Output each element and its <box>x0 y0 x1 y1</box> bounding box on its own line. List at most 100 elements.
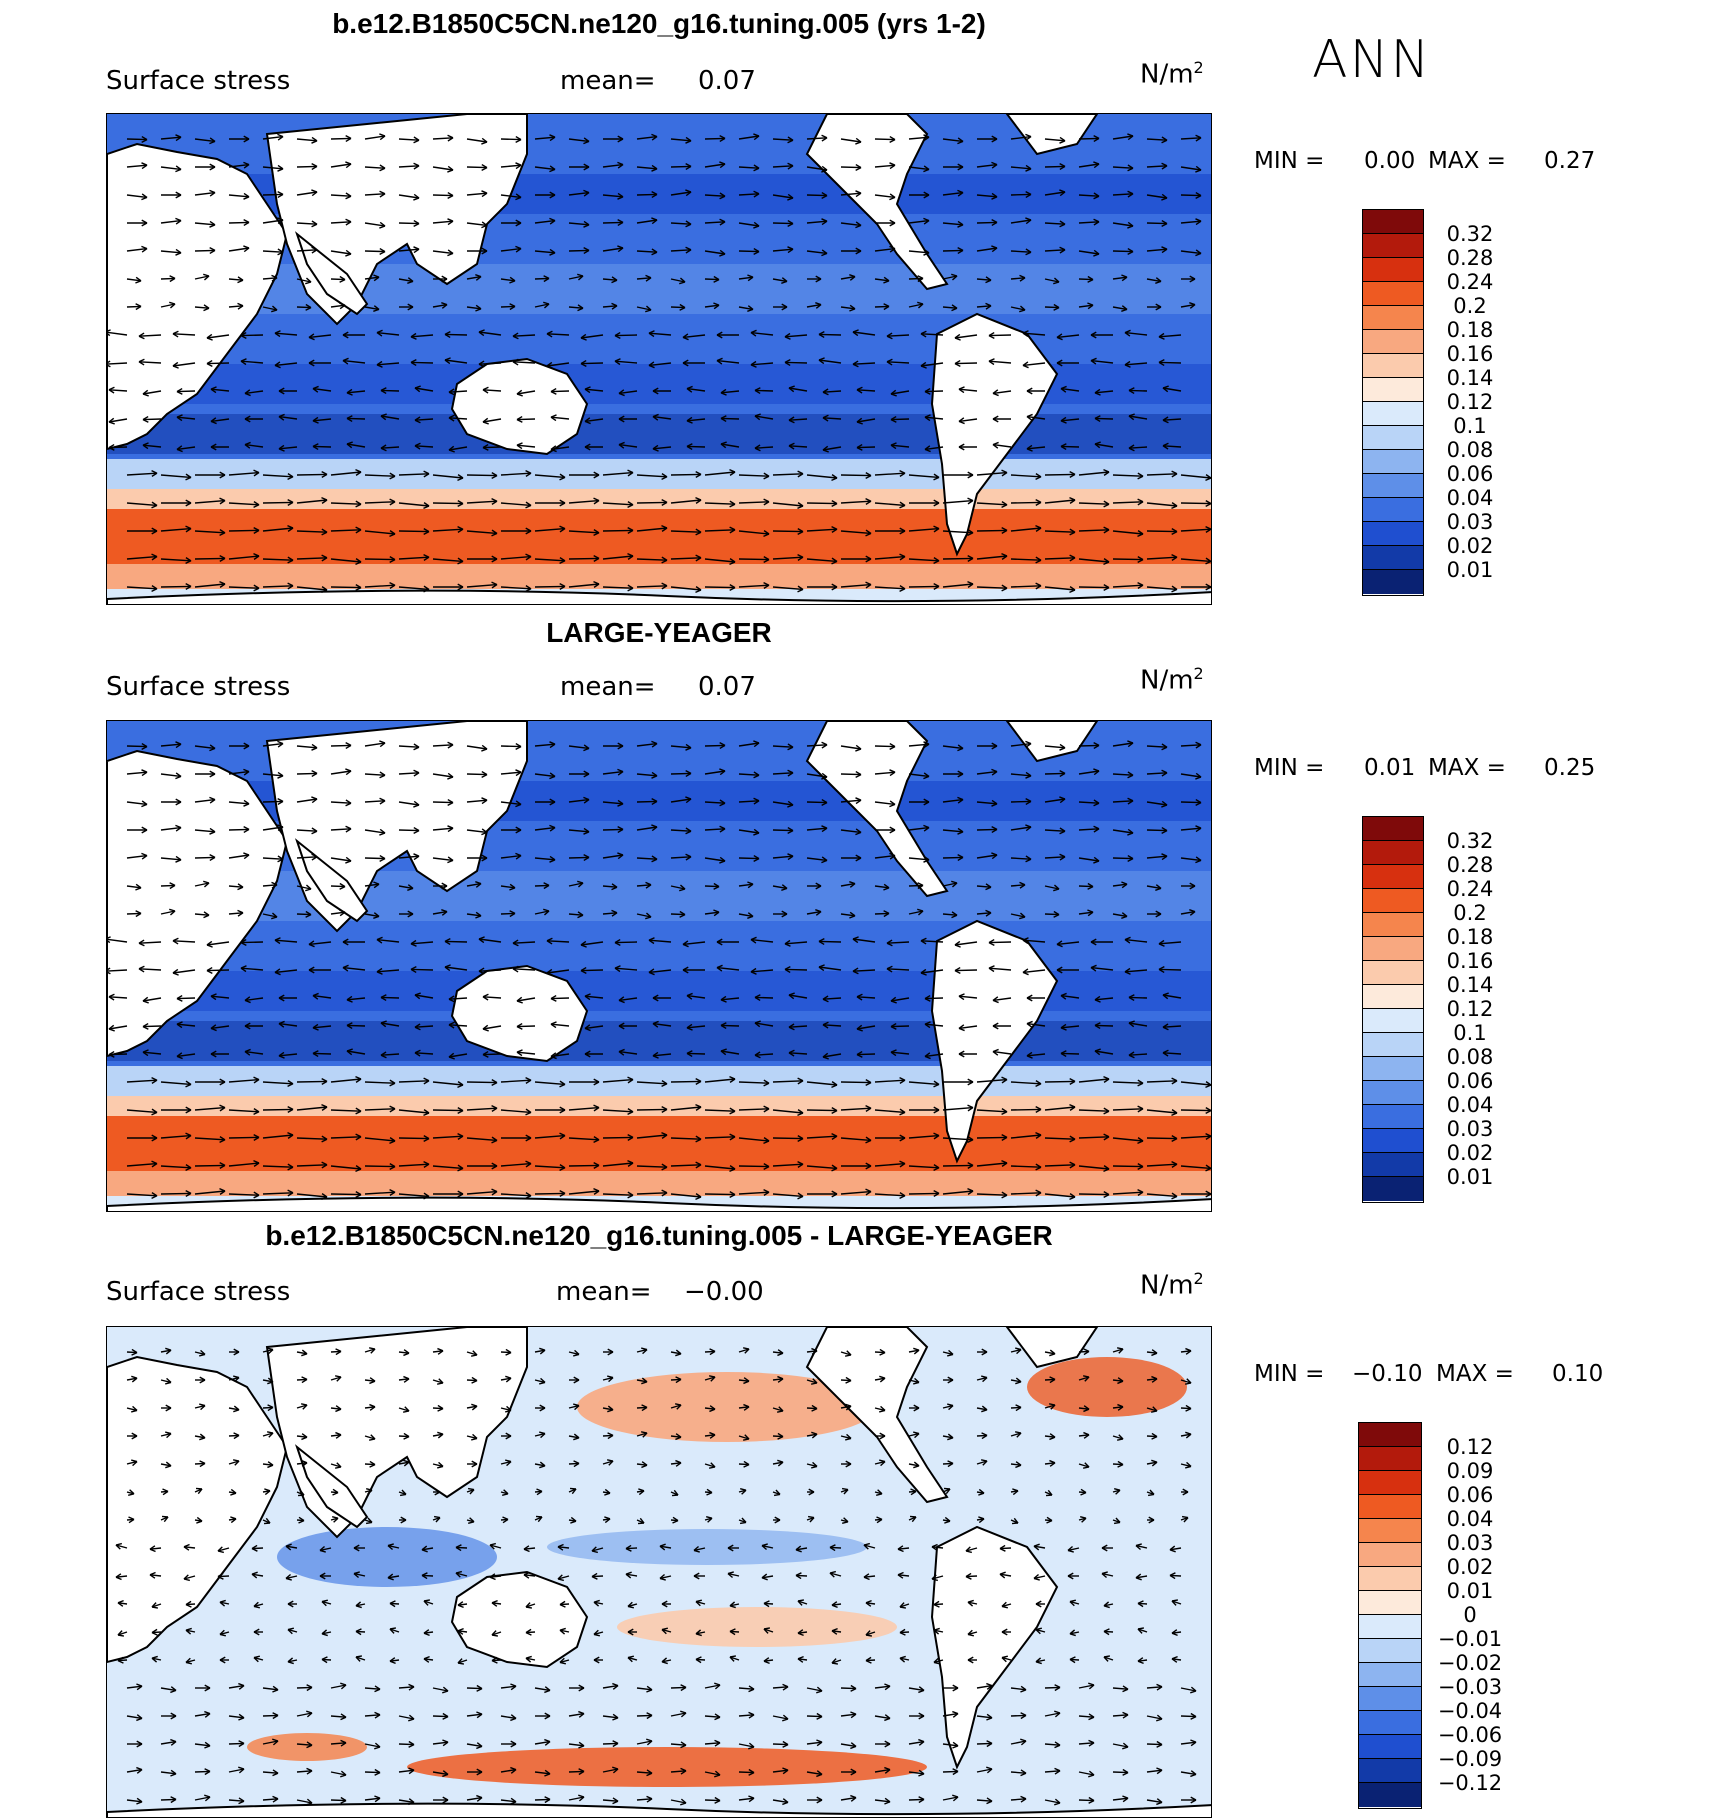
map-field <box>107 114 1212 605</box>
colorbar-swatch <box>1363 1153 1423 1177</box>
stress-map <box>106 720 1212 1212</box>
colorbar-label: 0.24 <box>1430 877 1510 901</box>
colorbar-swatch <box>1359 1447 1421 1471</box>
stress-map <box>106 113 1212 605</box>
colorbar-label: 0.08 <box>1430 438 1510 462</box>
colorbar-label: −0.03 <box>1430 1675 1510 1699</box>
mean-value: 0.07 <box>698 66 756 96</box>
colorbar-swatch <box>1363 498 1423 522</box>
max-value: 0.10 <box>1552 1361 1603 1387</box>
colorbar-swatch <box>1359 1615 1421 1639</box>
mean-label: mean= <box>556 1277 652 1307</box>
colorbar-swatch <box>1363 354 1423 378</box>
colorbar-swatch <box>1359 1759 1421 1783</box>
colorbar-label: 0.09 <box>1430 1459 1510 1483</box>
colorbar-label: 0.08 <box>1430 1045 1510 1069</box>
colorbar-swatch <box>1359 1423 1421 1447</box>
min-value: −0.10 <box>1352 1361 1422 1387</box>
colorbar-label: 0.24 <box>1430 270 1510 294</box>
colorbar-swatch <box>1363 570 1423 594</box>
min-value: 0.00 <box>1364 148 1415 174</box>
mean-value: −0.00 <box>684 1277 764 1307</box>
colorbar-label: 0 <box>1430 1603 1510 1627</box>
max-value: 0.25 <box>1544 755 1595 781</box>
colorbar-label: 0.12 <box>1430 997 1510 1021</box>
colorbar-swatch <box>1363 985 1423 1009</box>
units-label: N/m2 <box>1140 58 1204 90</box>
colorbar-label: 0.06 <box>1430 462 1510 486</box>
panel-title: b.e12.B1850C5CN.ne120_g16.tuning.005 - L… <box>106 1220 1212 1252</box>
colorbar-label: 0.04 <box>1430 486 1510 510</box>
min-label: MIN = <box>1254 148 1324 174</box>
colorbar-swatch <box>1363 210 1423 234</box>
colorbar-label: −0.12 <box>1430 1771 1510 1795</box>
colorbar-swatch <box>1363 961 1423 985</box>
min-label: MIN = <box>1254 755 1324 781</box>
mean-value: 0.07 <box>698 672 756 702</box>
colorbar-label: 0.12 <box>1430 390 1510 414</box>
season-label: ANN <box>1312 30 1431 90</box>
colorbar <box>1362 816 1424 1203</box>
colorbar-swatch <box>1359 1687 1421 1711</box>
colorbar-swatch <box>1359 1591 1421 1615</box>
colorbar-swatch <box>1363 889 1423 913</box>
colorbar-label: 0.01 <box>1430 1165 1510 1189</box>
colorbar-swatch <box>1363 258 1423 282</box>
colorbar <box>1362 209 1424 596</box>
mean-label: mean= <box>560 66 656 96</box>
colorbar-swatch <box>1363 1033 1423 1057</box>
colorbar-swatch <box>1359 1495 1421 1519</box>
colorbar-label: 0.2 <box>1430 294 1510 318</box>
mean-label: mean= <box>560 672 656 702</box>
units-label: N/m2 <box>1140 1269 1204 1301</box>
colorbar-label: 0.16 <box>1430 342 1510 366</box>
colorbar-swatch <box>1359 1663 1421 1687</box>
colorbar-swatch <box>1363 306 1423 330</box>
colorbar-swatch <box>1363 1057 1423 1081</box>
colorbar-label: 0.01 <box>1430 1579 1510 1603</box>
colorbar-swatch <box>1363 841 1423 865</box>
colorbar-label: 0.12 <box>1430 1435 1510 1459</box>
colorbar-label: −0.06 <box>1430 1723 1510 1747</box>
colorbar-swatch <box>1363 817 1423 841</box>
colorbar-label: 0.04 <box>1430 1093 1510 1117</box>
colorbar-label: 0.02 <box>1430 1555 1510 1579</box>
max-value: 0.27 <box>1544 148 1595 174</box>
variable-label: Surface stress <box>106 66 290 96</box>
colorbar <box>1358 1422 1422 1809</box>
max-label: MAX = <box>1428 148 1506 174</box>
colorbar-label: −0.02 <box>1430 1651 1510 1675</box>
variable-label: Surface stress <box>106 672 290 702</box>
colorbar-label: 0.02 <box>1430 1141 1510 1165</box>
colorbar-label: 0.04 <box>1430 1507 1510 1531</box>
colorbar-label: 0.28 <box>1430 853 1510 877</box>
colorbar-swatch <box>1363 474 1423 498</box>
min-value: 0.01 <box>1364 755 1415 781</box>
colorbar-label: 0.03 <box>1430 1531 1510 1555</box>
colorbar-swatch <box>1359 1735 1421 1759</box>
colorbar-swatch <box>1359 1519 1421 1543</box>
max-label: MAX = <box>1436 1361 1514 1387</box>
colorbar-label: −0.04 <box>1430 1699 1510 1723</box>
colorbar-swatch <box>1363 546 1423 570</box>
panel-title: b.e12.B1850C5CN.ne120_g16.tuning.005 (yr… <box>106 8 1212 40</box>
colorbar-label: 0.02 <box>1430 534 1510 558</box>
colorbar-swatch <box>1363 913 1423 937</box>
colorbar-label: −0.01 <box>1430 1627 1510 1651</box>
variable-label: Surface stress <box>106 1277 290 1307</box>
colorbar-swatch <box>1363 865 1423 889</box>
min-label: MIN = <box>1254 1361 1324 1387</box>
colorbar-swatch <box>1359 1783 1421 1807</box>
colorbar-label: 0.06 <box>1430 1069 1510 1093</box>
colorbar-swatch <box>1359 1471 1421 1495</box>
colorbar-swatch <box>1363 402 1423 426</box>
colorbar-label: −0.09 <box>1430 1747 1510 1771</box>
colorbar-swatch <box>1363 1081 1423 1105</box>
colorbar-label: 0.1 <box>1430 414 1510 438</box>
colorbar-label: 0.14 <box>1430 366 1510 390</box>
map-field <box>107 721 1212 1212</box>
panel-title: LARGE-YEAGER <box>106 617 1212 649</box>
colorbar-swatch <box>1363 937 1423 961</box>
colorbar-swatch <box>1363 1177 1423 1201</box>
colorbar-swatch <box>1359 1543 1421 1567</box>
